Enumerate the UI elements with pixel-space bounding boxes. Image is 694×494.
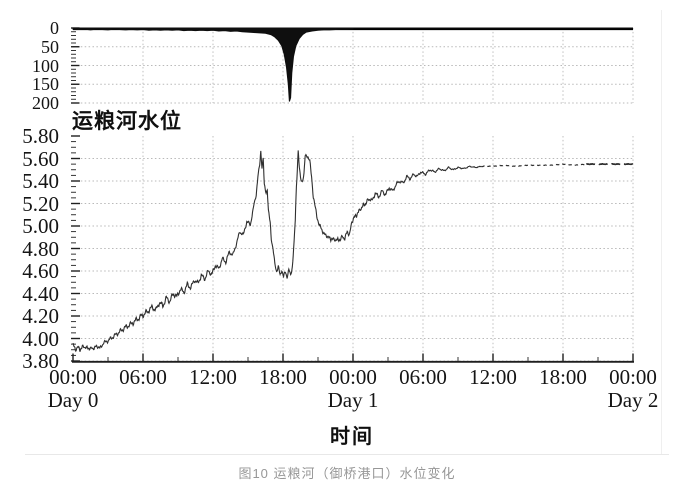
time-tick-label: 00:00 [49,365,97,389]
level-y-tick-label: 4.80 [22,236,59,261]
figure-caption: 图10 运粮河（御桥港口）水位变化 [238,466,456,481]
time-tick-label: 12:00 [189,365,237,389]
rain-y-tick-label: 50 [41,36,59,57]
level-y-tick-label: 5.00 [22,214,59,238]
level-y-tick-label: 5.40 [22,169,59,193]
water-level-series-dashed [481,163,587,168]
water-level-series-dashed [586,163,634,166]
level-y-tick-label: 5.80 [22,124,59,148]
level-y-tick-label: 4.60 [22,259,59,283]
time-tick-label: 06:00 [399,365,447,389]
time-tick-label: 06:00 [119,365,167,389]
time-tick-label: 18:00 [539,365,587,389]
water-level-series [72,150,482,353]
day-label: Day 0 [47,388,99,412]
scan-edge-line [661,10,662,455]
day-label: Day 2 [607,388,659,412]
time-tick-label: 00:00 [329,365,377,389]
rain-series-area [72,27,633,102]
rain-y-tick-label: 150 [32,74,59,95]
level-y-tick-label: 4.40 [22,281,59,306]
time-tick-label: 12:00 [469,365,517,389]
chart-title: 运粮河水位 [72,110,182,133]
day-label: Day 1 [327,388,379,412]
level-y-tick-label: 3.80 [22,349,59,373]
rain-y-tick-label: 0 [50,18,59,38]
time-tick-label: 18:00 [259,365,307,389]
level-y-tick-label: 5.20 [22,191,59,216]
level-y-tick-label: 4.00 [22,326,59,351]
x-axis-title: 时间 [330,426,374,448]
time-tick-label: 00:00 [609,365,657,389]
divider-line [25,454,669,455]
level-y-tick-label: 4.20 [22,304,59,328]
rain-y-tick-label: 200 [32,93,59,113]
rain-y-tick-label: 100 [32,55,59,76]
level-y-tick-label: 5.60 [22,146,59,171]
